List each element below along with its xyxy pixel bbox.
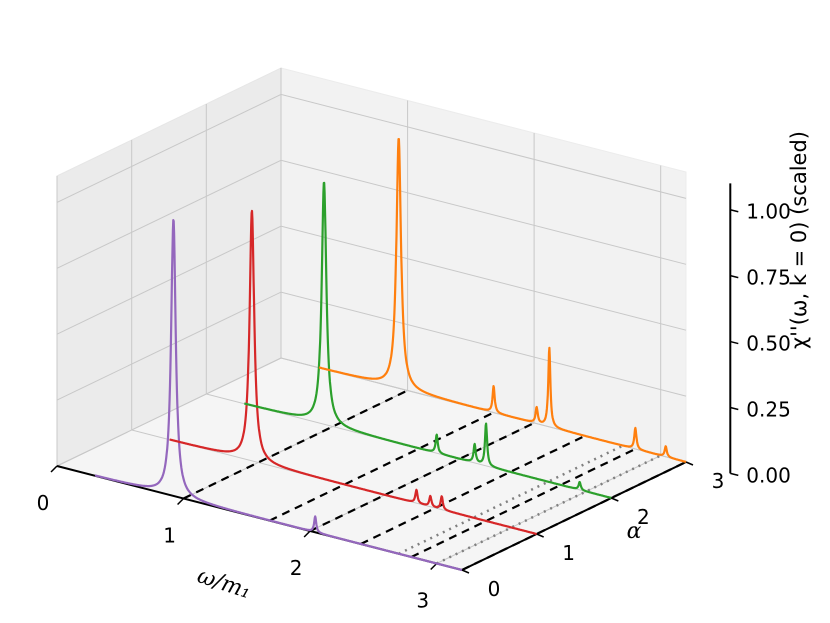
y-tick-label: 1	[562, 541, 575, 565]
series-group	[94, 138, 687, 572]
y-tick-label: 0	[488, 577, 501, 601]
z-tick-label: 0.75	[746, 266, 791, 290]
y-axis-label: α	[627, 519, 642, 544]
x-tick-label: 3	[416, 589, 429, 613]
z-axis-label: χ''(ω, k = 0) (scaled)	[787, 131, 811, 349]
z-tick-mark	[730, 274, 739, 279]
x-tick-mark	[303, 530, 311, 538]
series-line-alpha-3	[318, 138, 687, 463]
z-tick-mark	[730, 406, 739, 411]
z-tick-label: 0.00	[746, 463, 791, 487]
series-line-alpha-1	[168, 209, 538, 536]
y-axis-line	[461, 461, 687, 571]
y-tick-mark	[685, 461, 694, 466]
y-tick-mark	[611, 497, 619, 502]
z-tick-label: 0.50	[746, 332, 791, 356]
grid-line	[56, 291, 687, 401]
x-axis-label: ω/m₁	[194, 563, 254, 604]
z-tick-mark	[730, 209, 739, 213]
x-tick-label: 0	[37, 491, 50, 515]
z-tick-label: 0.25	[746, 397, 791, 421]
x-tick-mark	[50, 465, 58, 473]
y-tick-label: 3	[712, 469, 725, 493]
x-tick-label: 1	[163, 524, 176, 548]
y-tick-mark	[536, 533, 544, 538]
y-tick-label: 2	[637, 505, 650, 529]
series-line-alpha-2	[243, 181, 613, 500]
grid-line	[56, 93, 687, 203]
z-tick-mark	[730, 472, 739, 477]
x-tick-mark	[177, 497, 185, 506]
series-line-alpha-0	[94, 219, 463, 572]
grid-line	[56, 159, 687, 269]
x-tick-label: 2	[290, 556, 303, 580]
tick-labels: 0 1 2 3 0 1 2 3 0.00 0.25 0.50 0.75 1.00	[37, 200, 791, 613]
axis-panes	[55, 67, 688, 571]
z-tick-mark	[730, 340, 739, 345]
z-tick-label: 1.00	[746, 200, 791, 224]
grid-line	[56, 357, 687, 467]
x-tick-mark	[430, 562, 438, 571]
grid-line	[56, 225, 687, 335]
